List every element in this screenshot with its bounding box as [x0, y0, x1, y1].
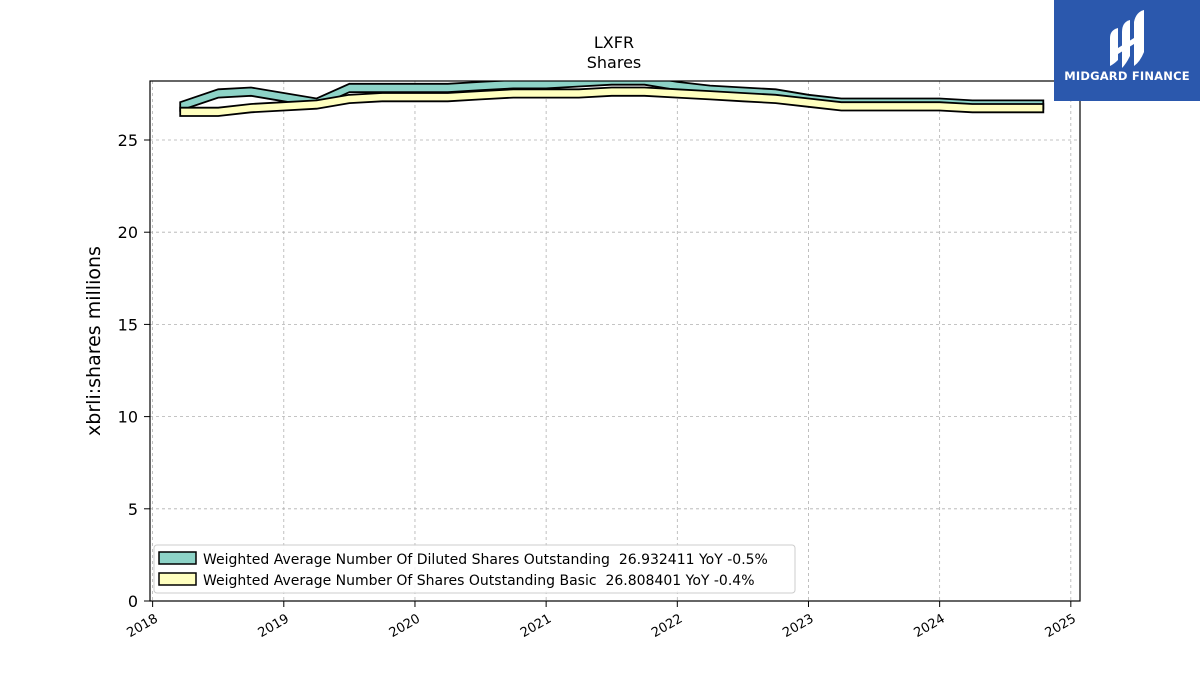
- y-tick-label: 15: [118, 315, 138, 334]
- x-tick-label: 2018: [124, 611, 160, 641]
- legend: Weighted Average Number Of Diluted Share…: [153, 544, 796, 594]
- grid-lines: [150, 81, 1080, 602]
- y-tick-label: 10: [118, 408, 138, 427]
- legend-label-diluted: Weighted Average Number Of Diluted Share…: [203, 552, 768, 568]
- midgard-m-icon: [1110, 10, 1144, 68]
- legend-label-basic: Weighted Average Number Of Shares Outsta…: [203, 573, 755, 589]
- chart-subtitle: Shares: [587, 53, 642, 72]
- x-tick-label: 2023: [780, 611, 816, 641]
- y-tick-label: 20: [118, 223, 138, 242]
- chart-title: LXFR: [594, 33, 634, 52]
- y-axis-label: xbrli:shares millions: [83, 246, 105, 436]
- legend-swatch-basic: [158, 572, 197, 586]
- series-layer: [179, 81, 1045, 117]
- x-axis: 2018 2019 2020 2021 2022 2023 2024 2025: [124, 601, 1079, 641]
- plot-frame: [149, 80, 1081, 602]
- x-tick-label: 2019: [256, 611, 292, 641]
- legend-box: [153, 544, 796, 594]
- logo-wordmark: MIDGARD FINANCE: [1064, 69, 1190, 83]
- y-tick-label: 25: [118, 131, 138, 150]
- x-tick-label: 2021: [518, 611, 554, 641]
- legend-swatch-diluted: [158, 551, 197, 565]
- y-axis: 0 5 10 15 20 25: [118, 131, 150, 611]
- x-tick-label: 2022: [649, 611, 685, 641]
- series-basic-band: [179, 86, 1045, 117]
- y-tick-label: 5: [128, 500, 138, 519]
- x-tick-label: 2025: [1043, 611, 1079, 641]
- midgard-finance-logo: MIDGARD FINANCE: [1054, 0, 1200, 101]
- x-tick-label: 2020: [387, 611, 423, 641]
- x-tick-label: 2024: [911, 611, 947, 641]
- y-tick-label: 0: [128, 592, 138, 611]
